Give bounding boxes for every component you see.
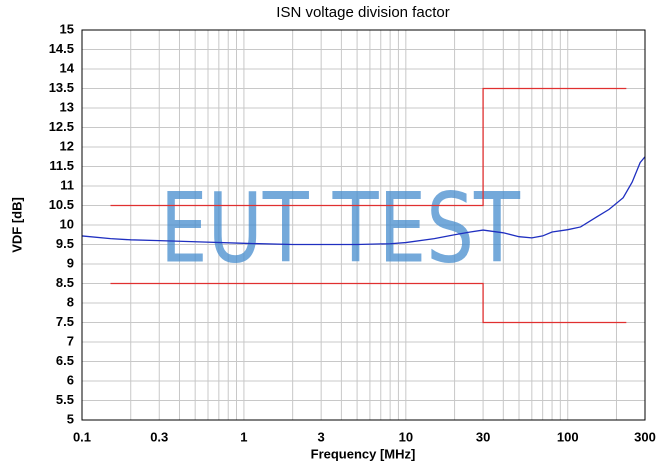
y-tick-label: 12.5 <box>49 119 74 134</box>
series-line <box>110 87 627 207</box>
y-tick-label: 12 <box>60 138 74 153</box>
y-tick-label: 13 <box>60 99 74 114</box>
y-tick-label: 11.5 <box>49 158 74 173</box>
y-tick-label: 9.5 <box>56 236 74 251</box>
y-tick-label: 11 <box>60 177 74 192</box>
y-tick-label: 5.5 <box>56 392 74 407</box>
y-tick-label: 7.5 <box>56 314 74 329</box>
y-tick-label: 5 <box>67 411 74 426</box>
y-tick-label: 10 <box>60 216 74 231</box>
x-axis-label: Frequency [MHz] <box>311 446 416 461</box>
y-tick-label: 6 <box>67 372 74 387</box>
x-tick-label: 10 <box>399 429 413 444</box>
y-tick-label: 15 <box>60 21 74 36</box>
x-tick-label: 30 <box>476 429 490 444</box>
series-line <box>110 282 627 324</box>
y-tick-label: 8.5 <box>56 275 74 290</box>
y-tick-label: 8 <box>67 294 74 309</box>
watermark: EUT TEST <box>160 172 520 284</box>
x-tick-label: 300 <box>634 429 656 444</box>
plot-frame <box>81 29 646 421</box>
x-tick-label: 1 <box>240 429 247 444</box>
x-tick-label: 3 <box>318 429 325 444</box>
x-tick-label: 0.1 <box>73 429 91 444</box>
y-axis-label: VDF [dB] <box>9 197 24 253</box>
y-tick-label: 10.5 <box>49 197 74 212</box>
y-tick-label: 13.5 <box>49 80 74 95</box>
series-line <box>81 156 646 246</box>
y-tick-label: 9 <box>67 255 74 270</box>
x-tick-label: 100 <box>557 429 579 444</box>
y-tick-label: 7 <box>67 333 74 348</box>
y-tick-label: 14 <box>60 60 75 75</box>
chart-title: ISN voltage division factor <box>276 4 449 21</box>
y-tick-label: 14.5 <box>49 41 74 56</box>
x-tick-label: 0.3 <box>150 429 168 444</box>
y-tick-label: 6.5 <box>56 353 74 368</box>
